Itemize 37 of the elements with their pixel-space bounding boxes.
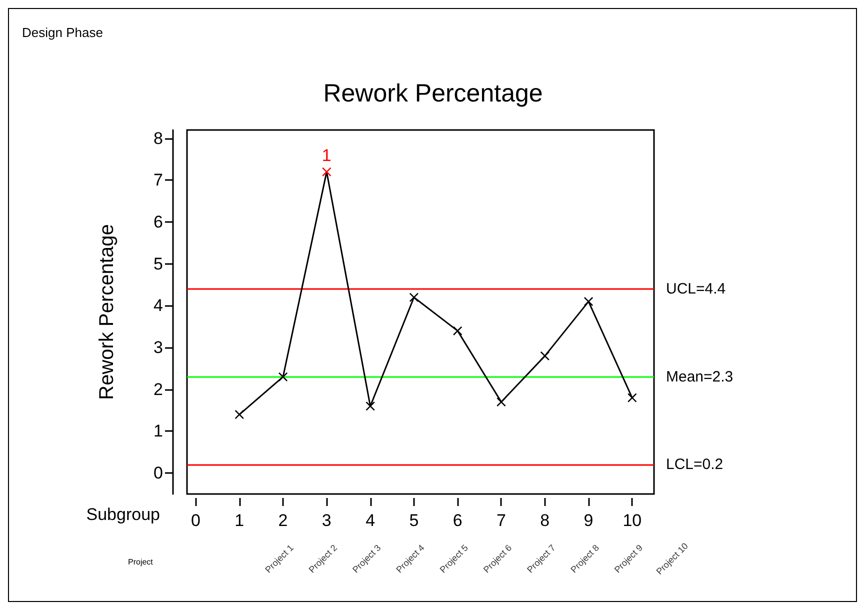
y-axis-title: Rework Percentage <box>96 224 118 400</box>
ref-line-label: LCL=0.2 <box>666 456 724 474</box>
y-tick-label: 5 <box>154 254 163 274</box>
y-tick-label: 8 <box>154 128 163 148</box>
point <box>540 351 550 360</box>
x-tick-label: 0 <box>190 511 200 530</box>
ref-line-label: UCL=4.4 <box>666 280 726 298</box>
point <box>234 410 244 420</box>
y-tick-label: 0 <box>154 464 163 483</box>
x-tick-label: 7 <box>496 511 506 530</box>
y-tick-label: 3 <box>154 338 163 358</box>
y-tick-label: 7 <box>154 170 163 190</box>
x-tick-label: 10 <box>622 511 642 530</box>
point <box>409 292 418 302</box>
text: Design Phase <box>22 25 103 40</box>
annotation: 1 <box>322 146 332 165</box>
point <box>278 372 288 382</box>
x-tick-label: 3 <box>322 511 332 530</box>
x-tick-label: 6 <box>452 511 462 530</box>
y-tick-label: 6 <box>154 212 163 232</box>
chart-title: Rework Percentage <box>323 80 543 108</box>
x-tick-label: 5 <box>409 511 419 530</box>
point <box>366 402 375 411</box>
y-tick-label: 1 <box>154 422 163 441</box>
x-axis-title: Subgroup <box>86 505 160 524</box>
text: Project <box>128 558 154 566</box>
x-tick-label: 2 <box>278 511 288 530</box>
x-tick-label: 9 <box>584 511 594 530</box>
ref-line-label: Mean=2.3 <box>666 368 734 386</box>
y-tick-label: 2 <box>154 380 163 399</box>
x-tick-label: 1 <box>234 511 244 530</box>
y-tick-label: 4 <box>154 296 163 316</box>
point <box>322 167 332 176</box>
point <box>453 326 462 336</box>
point <box>496 397 506 406</box>
x-tick-label: 4 <box>366 511 376 530</box>
x-tick-label: 8 <box>540 511 550 530</box>
